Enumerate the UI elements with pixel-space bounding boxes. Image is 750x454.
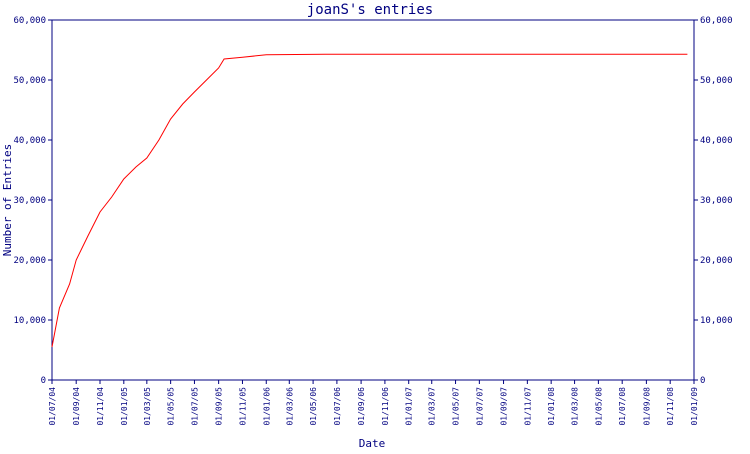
x-tick-label: 01/07/05 <box>190 387 199 426</box>
x-tick-label: 01/09/04 <box>72 387 81 426</box>
y-tick-label-left: 40,000 <box>13 136 46 146</box>
x-tick-label: 01/03/05 <box>143 387 152 426</box>
x-axis-label: Date <box>359 437 386 450</box>
x-tick-label: 01/01/06 <box>262 387 271 426</box>
x-tick-label: 01/11/07 <box>523 387 532 426</box>
x-tick-label: 01/09/08 <box>642 387 651 426</box>
y-axis-label: Number of Entries <box>1 144 14 257</box>
y-tick-label-right: 30,000 <box>700 196 733 206</box>
x-tick-label: 01/01/05 <box>120 387 129 426</box>
y-tick-label-left: 10,000 <box>13 316 46 326</box>
y-tick-label-right: 10,000 <box>700 316 733 326</box>
series-line <box>51 53 688 348</box>
y-tick-label-left: 20,000 <box>13 256 46 266</box>
y-tick-label-right: 0 <box>700 376 705 386</box>
x-tick-label: 01/11/06 <box>381 387 390 426</box>
x-tick-label: 01/07/07 <box>475 387 484 426</box>
x-tick-label: 01/09/06 <box>357 387 366 426</box>
y-tick-label-left: 60,000 <box>13 16 46 26</box>
x-tick-label: 01/07/06 <box>333 387 342 426</box>
x-tick-label: 01/03/08 <box>571 387 580 426</box>
y-tick-label-right: 50,000 <box>700 76 733 86</box>
y-tick-label-left: 0 <box>41 376 46 386</box>
y-tick-label-left: 50,000 <box>13 76 46 86</box>
y-tick-label-right: 40,000 <box>700 136 733 146</box>
x-tick-label: 01/11/08 <box>666 387 675 426</box>
y-tick-label-left: 30,000 <box>13 196 46 206</box>
chart-title: joanS's entries <box>307 2 433 18</box>
plot-frame <box>51 19 695 381</box>
x-tick-label: 01/01/09 <box>690 387 699 426</box>
x-tick-label: 01/05/07 <box>452 387 461 426</box>
x-tick-label: 01/05/05 <box>167 387 176 426</box>
x-tick-label: 01/11/04 <box>96 387 105 426</box>
x-tick-label: 01/01/07 <box>405 387 414 426</box>
y-tick-label-right: 20,000 <box>700 256 733 266</box>
x-tick-label: 01/05/08 <box>594 387 603 426</box>
plot-area: 0 0 10,000 10,000 20,000 20,000 30,000 30,000 40… <box>13 16 732 426</box>
x-tick-label: 01/01/08 <box>547 387 556 426</box>
y-tick-label-right: 60,000 <box>700 16 733 26</box>
x-tick-label: 01/07/04 <box>48 387 57 426</box>
x-tick-label: 01/11/05 <box>238 387 247 426</box>
x-tick-label: 01/07/08 <box>618 387 627 426</box>
x-tick-label: 01/03/06 <box>285 387 294 426</box>
x-tick-label: 01/03/07 <box>428 387 437 426</box>
x-tick-label: 01/05/06 <box>309 387 318 426</box>
x-tick-label: 01/09/07 <box>500 387 509 426</box>
x-tick-label: 01/09/05 <box>215 387 224 426</box>
